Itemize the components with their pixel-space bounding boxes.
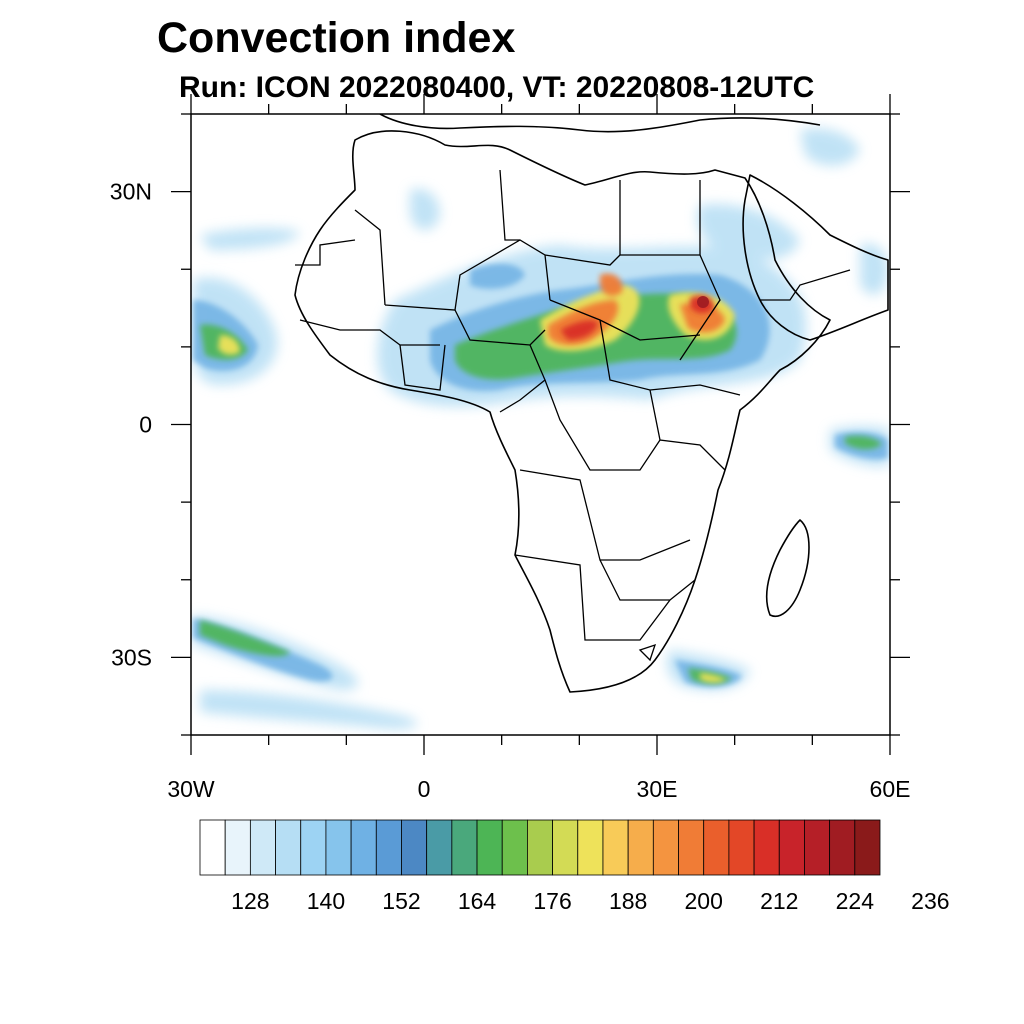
colorbar-label: 140 xyxy=(306,888,346,914)
x-axis: 30W 0 30E 60E xyxy=(167,94,910,802)
africa-coastline xyxy=(294,130,831,693)
colorbar xyxy=(199,819,881,876)
colorbar-label: 188 xyxy=(608,888,648,914)
colorbar-swatch xyxy=(652,819,679,876)
x-tick-label: 60E xyxy=(870,776,911,802)
colorbar-swatch xyxy=(501,819,528,876)
colorbar-swatch xyxy=(300,819,327,876)
colorbar-label: 236 xyxy=(911,888,950,914)
colorbar-label: 152 xyxy=(382,888,421,914)
arabia-coastline xyxy=(742,174,889,341)
convection-field xyxy=(193,128,890,729)
colorbar-swatch xyxy=(627,819,654,876)
colorbar-swatch xyxy=(224,819,251,876)
colorbar-swatch xyxy=(426,819,453,876)
y-tick-label: 30S xyxy=(111,644,152,670)
colorbar-swatch xyxy=(199,819,226,876)
colorbar-label: 224 xyxy=(835,888,874,914)
madagascar-coastline xyxy=(766,519,810,617)
map-subtitle: Run: ICON 2022080400, VT: 20220808-12UTC xyxy=(179,71,815,104)
x-tick-label: 30W xyxy=(167,776,215,802)
colorbar-swatch xyxy=(753,819,780,876)
country-borders xyxy=(295,169,851,662)
colorbar-label: 176 xyxy=(533,888,572,914)
europe-coastline xyxy=(379,114,821,133)
y-axis: 30N 0 30S xyxy=(110,113,910,736)
colorbar-swatch xyxy=(829,819,856,876)
field-darkred-layer xyxy=(697,296,709,308)
colorbar-swatch xyxy=(527,819,553,876)
colorbar-swatch xyxy=(778,819,805,876)
colorbar-swatch xyxy=(451,819,478,876)
colorbar-swatch xyxy=(401,819,428,876)
colorbar-swatch xyxy=(854,819,881,876)
y-tick-label: 0 xyxy=(139,412,152,438)
colorbar-swatch xyxy=(375,819,402,876)
colorbar-swatch xyxy=(804,819,831,876)
colorbar-swatch xyxy=(728,819,755,876)
colorbar-swatch xyxy=(703,819,730,876)
colorbar-swatch xyxy=(678,819,705,876)
colorbar-swatch xyxy=(249,819,276,876)
colorbar-label: 164 xyxy=(457,888,497,914)
colorbar-label: 128 xyxy=(231,888,270,914)
colorbar-label: 212 xyxy=(760,888,799,914)
colorbar-swatch xyxy=(275,819,302,876)
colorbar-swatch xyxy=(325,819,352,876)
y-tick-label: 30N xyxy=(110,179,152,205)
colorbar-label: 200 xyxy=(684,888,723,914)
colorbar-swatch xyxy=(552,819,579,876)
plot-area xyxy=(191,114,890,735)
x-tick-label: 0 xyxy=(418,776,431,802)
coastlines xyxy=(294,114,889,693)
map-title: Convection index xyxy=(157,14,516,62)
colorbar-swatch xyxy=(350,819,377,876)
colorbar-swatch xyxy=(476,819,503,876)
x-tick-label: 30E xyxy=(637,776,678,802)
colorbar-swatch xyxy=(577,819,604,876)
colorbar-swatch xyxy=(602,819,629,876)
